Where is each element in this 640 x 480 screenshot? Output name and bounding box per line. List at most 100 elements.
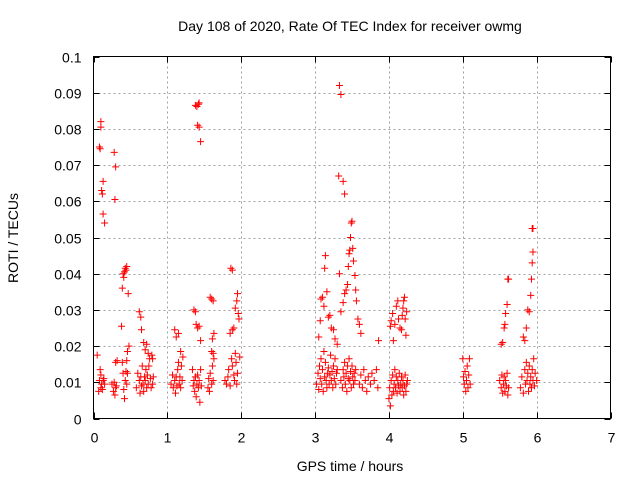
data-point [352,286,360,294]
data-point [191,101,199,109]
data-point [388,391,396,399]
data-point [208,335,216,343]
data-point [465,355,473,363]
data-point [321,373,329,381]
data-point [466,380,474,388]
plot-frame [93,56,611,419]
data-point [98,386,106,394]
data-point [110,148,118,156]
data-point [176,373,184,381]
data-point [530,382,538,390]
data-point [136,389,144,397]
y-tick-label: 0.06 [54,194,81,210]
data-point [521,337,529,345]
data-point [123,357,131,365]
data-point [121,395,129,403]
data-point [393,389,401,397]
data-point [208,380,216,388]
data-point [522,358,530,366]
x-tick-label: 1 [164,430,172,446]
data-point [386,402,394,410]
data-point [331,355,339,363]
data-point [347,384,355,392]
data-point [112,358,120,366]
data-point [505,275,513,283]
data-point [95,387,103,395]
data-point [123,380,131,388]
data-point [118,322,126,330]
data-point [120,386,128,394]
data-point [194,384,202,392]
data-point [324,313,332,321]
data-point [194,121,202,129]
data-point [222,380,230,388]
data-point [522,324,530,332]
y-tick-label: 0.07 [54,158,81,174]
data-point [462,387,470,395]
data-point [112,163,120,171]
data-point [342,369,350,377]
data-point [399,304,407,312]
data-point [516,384,524,392]
data-point [500,324,508,332]
data-point [169,371,177,379]
data-point [335,81,343,89]
data-point [209,349,217,357]
data-point [339,366,347,374]
data-point [460,373,468,381]
data-point [403,380,411,388]
chart-title: Day 108 of 2020, Rate Of TEC Index for r… [178,18,522,34]
data-point [403,308,411,316]
y-tick-label: 0.01 [54,375,81,391]
data-point [192,393,200,401]
data-point [499,380,507,388]
data-point [225,366,233,374]
data-point [389,371,397,379]
data-point [350,369,358,377]
data-point [527,384,535,392]
data-point [529,224,537,232]
data-point [327,351,335,359]
data-point [328,367,336,375]
data-point [345,250,353,258]
data-point [121,264,129,272]
data-point [228,355,236,363]
data-point [400,391,408,399]
data-point [503,300,511,308]
data-point [465,371,473,379]
data-point [224,373,232,381]
data-point [366,380,374,388]
data-point [138,382,146,390]
data-point [501,320,509,328]
data-point [320,302,328,310]
data-point [364,373,372,381]
data-point [318,293,326,301]
data-points [93,81,541,410]
data-point [137,313,145,321]
data-point [231,349,239,357]
data-point [501,387,509,395]
data-point [204,384,212,392]
data-point [503,369,511,377]
data-point [192,320,200,328]
data-point [197,337,205,345]
data-point [149,373,157,381]
data-point [354,315,362,323]
data-point [122,367,130,375]
data-point [345,355,353,363]
data-point [357,329,365,337]
gridlines [93,56,611,419]
data-point [355,320,363,328]
data-point [389,337,397,345]
data-point [347,219,355,227]
data-point [227,264,235,272]
data-point [337,308,345,316]
data-point [189,382,197,390]
data-point [123,262,131,270]
data-point [97,371,105,379]
data-point [527,275,535,283]
data-point [317,295,325,303]
data-point [342,286,350,294]
data-point [132,384,140,392]
data-point [233,380,241,388]
